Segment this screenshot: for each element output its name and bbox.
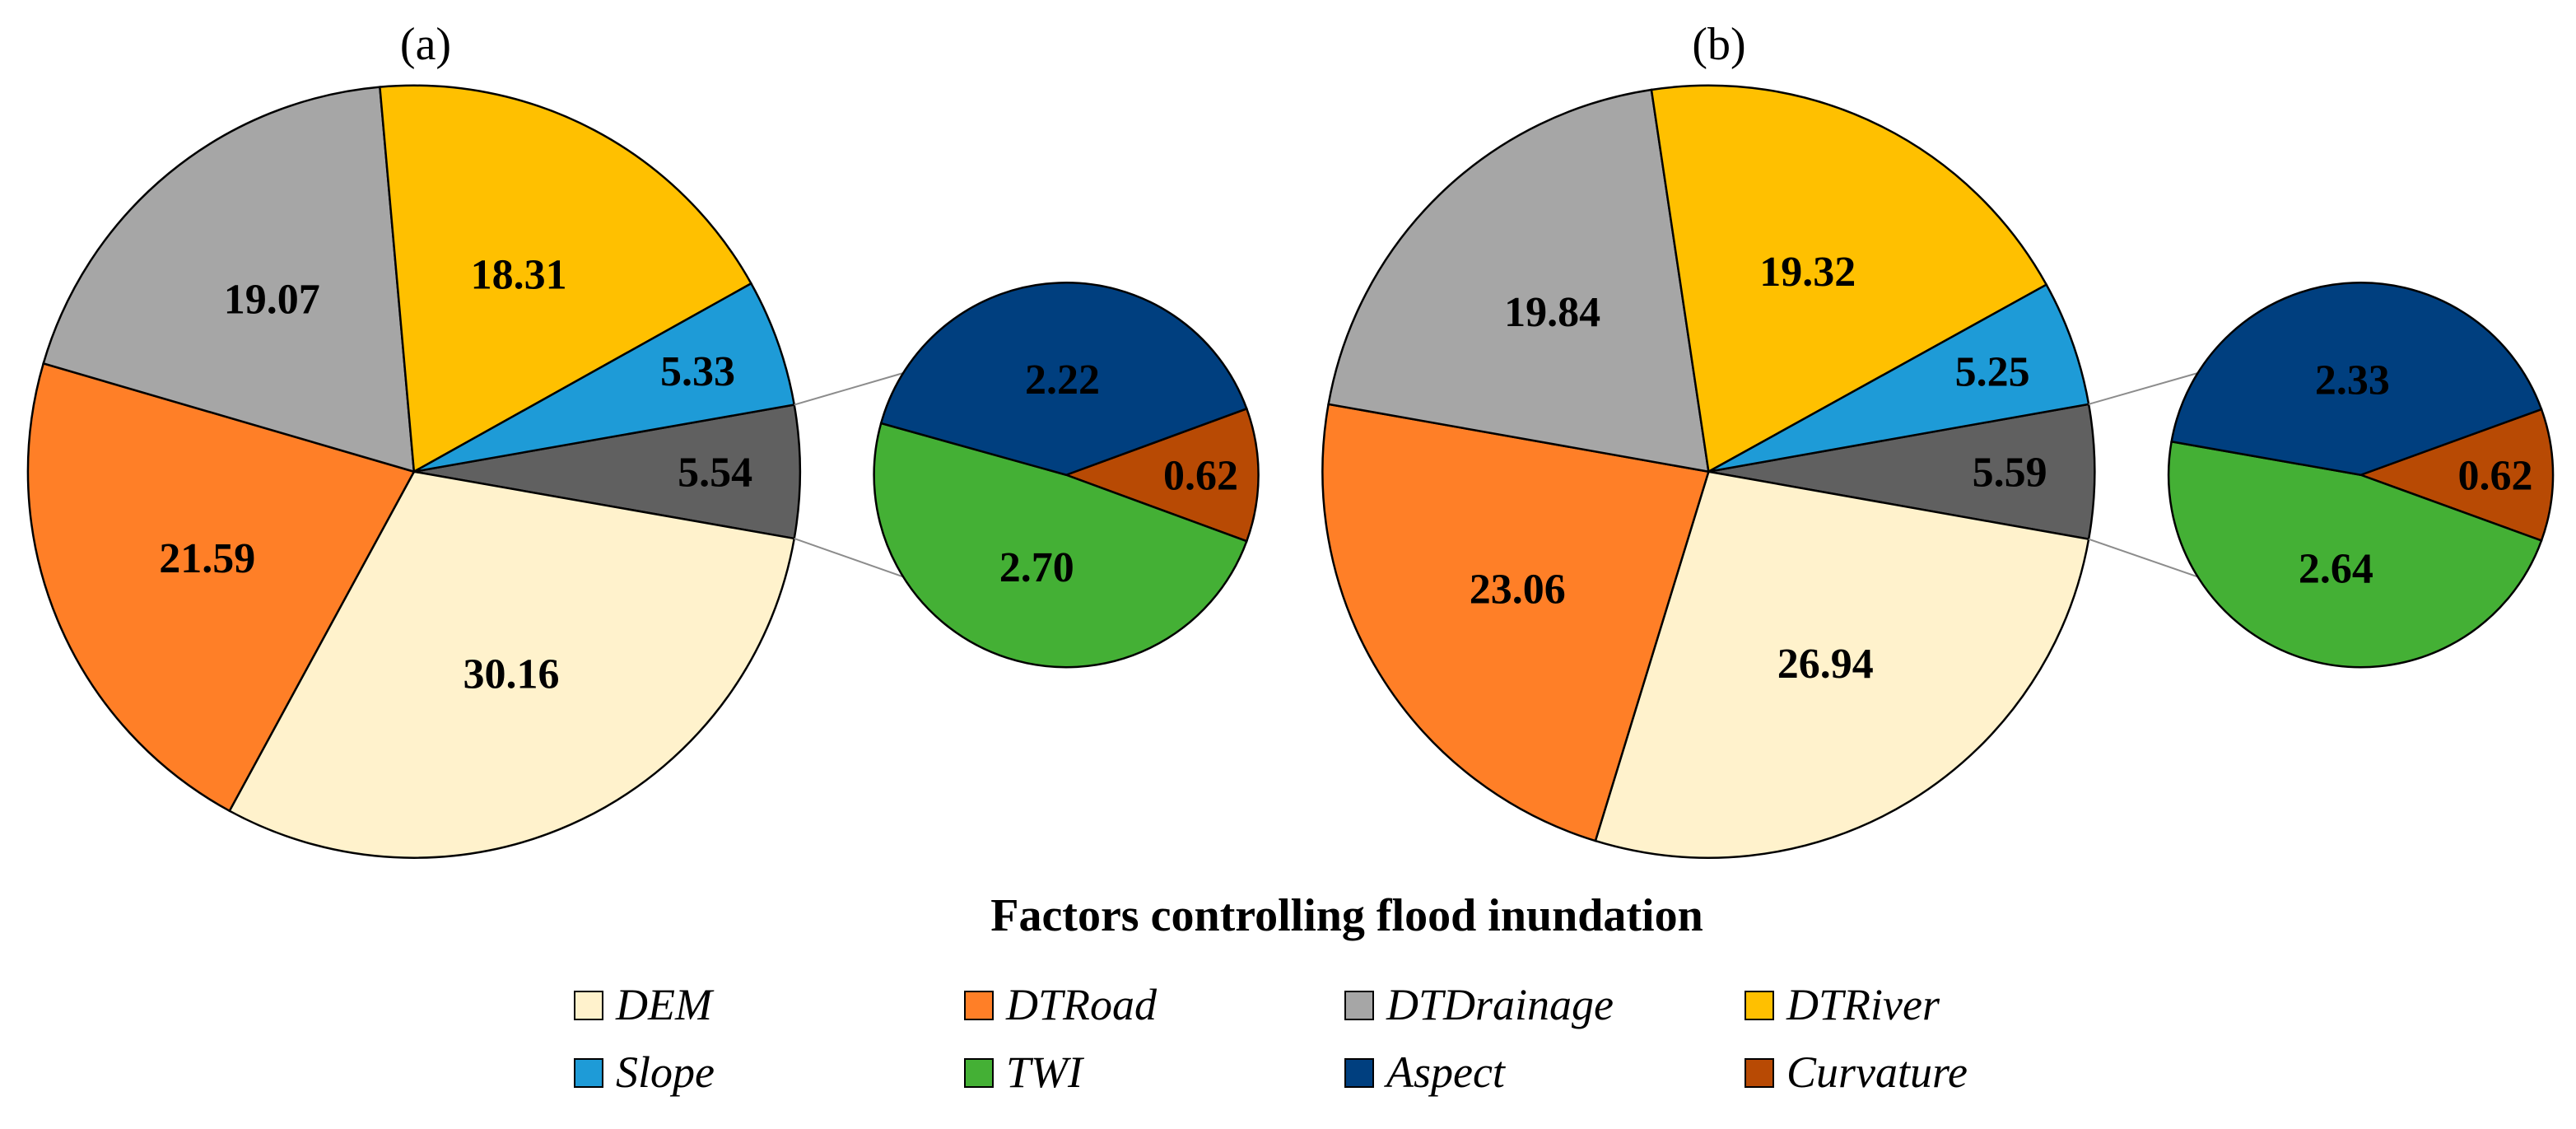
sub-slice-curvature-b [2357,408,2555,543]
legend-label-dem: DEM [615,980,715,1029]
slice-aspect-twi-curvature-a [413,404,802,540]
legend-swatch-slope [574,1058,603,1088]
sub-slice-twi-a [873,422,1248,669]
connector-lines-b [2088,372,2198,578]
main-pie-a: 5.54 30.16 21.59 19.07 18.31 5.33 [26,84,802,859]
label-aspect-twi-curvature-b: 5.59 [1973,450,2047,497]
main-pie-b: 5.59 26.94 23.06 19.84 19.32 5.25 [1321,84,2096,859]
label-dtriver-a: 18.31 [471,251,567,298]
legend-items: DEM DTRoad DTDrainage DTRiver Slope TWI Aspect… [574,980,1968,1097]
slice-dtroad-b [1321,403,1710,842]
connector-upper-b [2088,372,2198,405]
legend-swatch-dtriver [1745,991,1774,1020]
sub-slice-curvature-a [1063,407,1260,543]
legend-label-dtdrainage: DTDrainage [1386,980,1614,1029]
sub-pie-a: 0.62 2.70 2.22 [873,282,1260,669]
legend-label-aspect: Aspect [1384,1047,1507,1097]
sub-slice-aspect-b [2170,282,2543,477]
sub-label-aspect-a: 2.22 [1025,357,1100,404]
slice-slope-b [1707,282,2090,473]
legend-label-dtriver: DTRiver [1786,980,1940,1029]
sub-pie-b: 0.62 2.64 2.33 [2167,282,2555,669]
slice-dem-a [228,470,796,859]
sub-label-aspect-b: 2.33 [2315,357,2390,404]
slice-dem-b [1594,470,2090,859]
legend-swatch-dtroad [964,991,994,1020]
sub-label-curvature-a: 0.62 [1163,453,1238,500]
label-dtdrainage-a: 19.07 [224,277,320,324]
legend-title: Factors controlling flood inundation [990,890,1703,941]
label-slope-b: 5.25 [1955,349,2030,396]
pie-panel-b: (b) 5.59 26.94 23.06 19.84 19.32 5.25 0.62 2.6… [1321,19,2555,859]
sub-label-twi-a: 2.70 [999,544,1074,591]
connector-upper-a [794,372,904,406]
slice-dtroad-a [26,362,416,813]
slice-dtriver-b [1650,84,2048,474]
label-dtroad-a: 21.59 [159,535,255,582]
legend: Factors controlling flood inundation DEM… [574,890,1968,1097]
label-aspect-twi-curvature-a: 5.54 [678,450,752,497]
connector-lower-a [794,538,904,578]
legend-label-slope: Slope [616,1047,715,1097]
slice-aspect-twi-curvature-b [1708,403,2096,541]
label-slope-a: 5.33 [660,348,735,395]
panel-b-label: (b) [1692,19,1745,70]
label-dem-b: 26.94 [1777,641,1874,688]
label-dtroad-b: 23.06 [1470,567,1566,613]
legend-label-dtroad: DTRoad [1005,980,1158,1029]
legend-label-twi: TWI [1006,1047,1085,1097]
sub-label-curvature-b: 0.62 [2458,453,2533,500]
panel-a-label: (a) [400,19,451,70]
label-dtriver-b: 19.32 [1759,249,1856,296]
legend-swatch-curvature [1745,1058,1774,1088]
slice-dtdrainage-b [1327,88,1710,474]
sub-slice-twi-b [2167,440,2543,669]
slice-dtriver-a [379,84,753,474]
slice-slope-a [413,282,796,473]
legend-swatch-twi [964,1058,994,1088]
pie-panel-a: (a) 5.54 30.16 21.59 19.07 18.31 5.33 0.62 2.7… [26,19,1260,859]
label-dem-a: 30.16 [463,651,559,698]
label-dtdrainage-b: 19.84 [1504,289,1600,336]
sub-slice-aspect-a [879,282,1248,477]
legend-swatch-dem [574,991,603,1020]
sub-label-twi-b: 2.64 [2299,546,2373,593]
legend-label-curvature: Curvature [1786,1047,1968,1097]
slice-dtdrainage-a [42,86,416,474]
legend-swatch-aspect [1344,1058,1374,1088]
legend-swatch-dtdrainage [1344,991,1374,1020]
connector-lines-a [794,372,904,578]
connector-lower-b [2088,538,2198,578]
